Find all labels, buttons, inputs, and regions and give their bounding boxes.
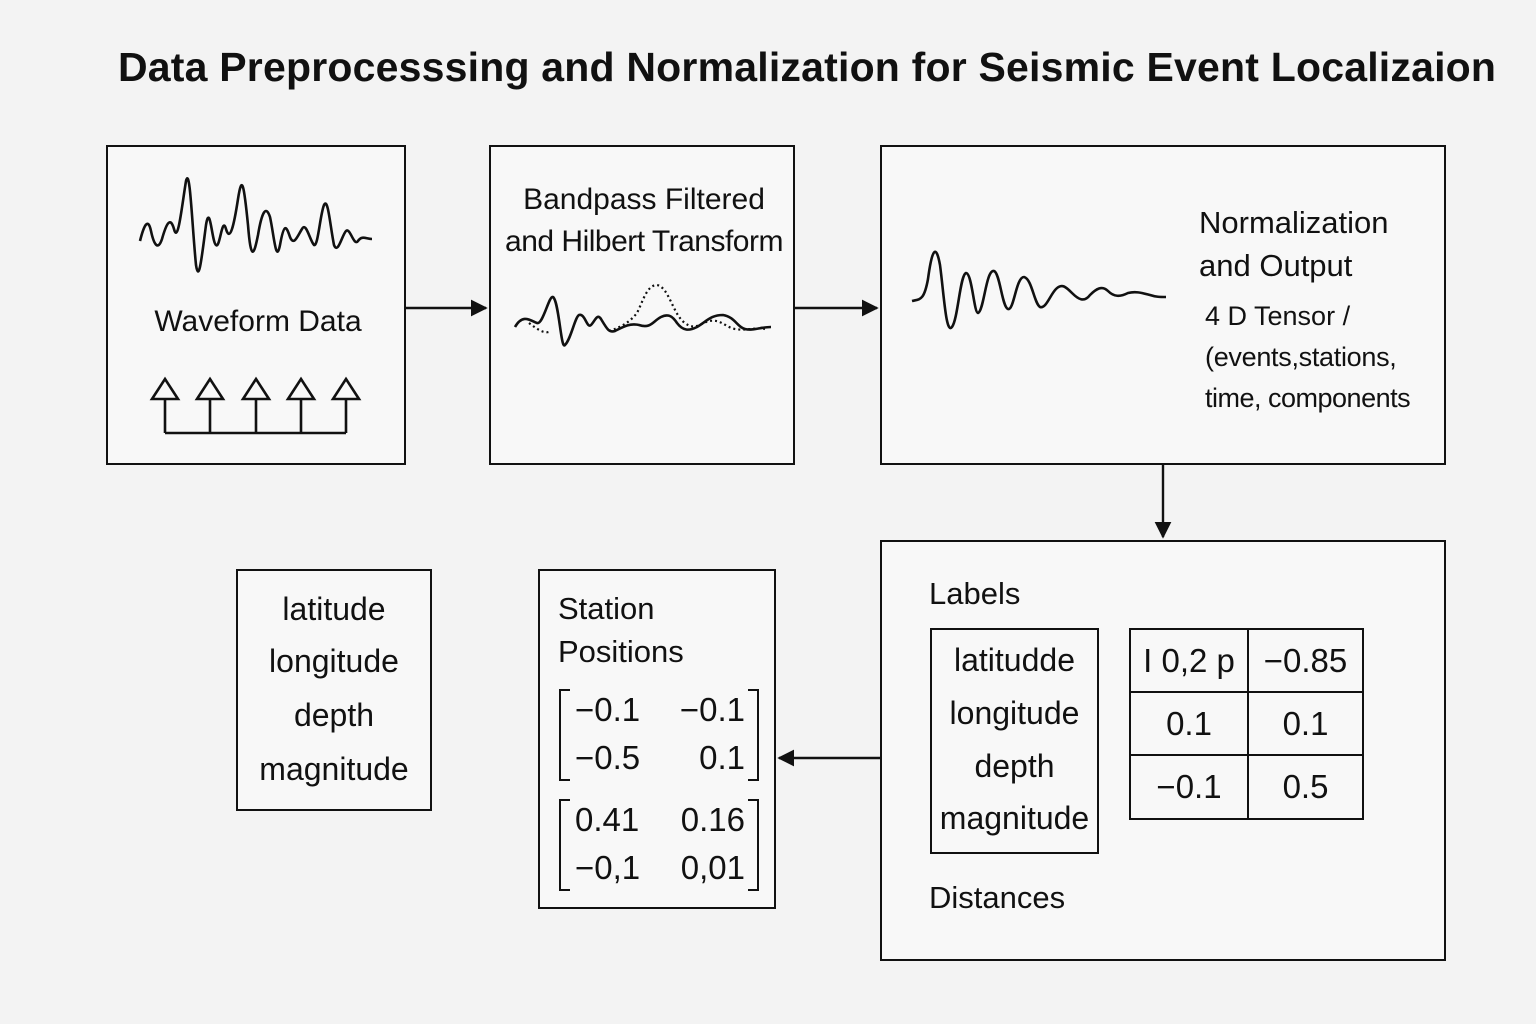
station-matrix-2: 0.41 0.16 −0,1 0,01 (559, 799, 759, 891)
output-field-latitude: latitude (282, 591, 386, 627)
label-field-magnitude: magnitude (939, 800, 1090, 836)
normalization-output-box: Normalization and Output 4 D Tensor / (e… (880, 145, 1446, 465)
matrix-value: −0.1 (679, 691, 745, 728)
output-labels-box: latitude longitude depth magnitude (236, 569, 432, 811)
matrix-value: 0.41 (575, 801, 640, 838)
station-array-icon (149, 376, 362, 435)
bandpass-label-line2: and Hilbert Transform (505, 225, 783, 258)
bandpass-hilbert-box: Bandpass Filtered and Hilbert Transform (489, 145, 795, 465)
output-field-magnitude: magnitude (259, 751, 409, 787)
table-cell: 0.5 (1247, 754, 1364, 820)
matrix-value: −0.1 (575, 691, 641, 728)
tensor-line1: 4 D Tensor / (1205, 301, 1351, 331)
raw-waveform-icon (138, 177, 373, 273)
normalization-label-line2: and Output (1199, 248, 1353, 283)
output-field-depth: depth (293, 697, 375, 733)
station-positions-box: Station Positions −0.1 −0.1 −0.5 0.1 0.4… (538, 569, 776, 909)
label-field-latitude: latitudde (954, 642, 1075, 678)
labels-heading: Labels (929, 576, 1021, 611)
waveform-data-label: Waveform Data (154, 305, 362, 338)
matrix-value: −0,1 (575, 849, 641, 886)
matrix-bracket-left (559, 689, 570, 781)
matrix-bracket-left (559, 799, 570, 891)
distances-label: Distances (929, 880, 1066, 915)
matrix-value: 0.1 (699, 739, 745, 776)
filtered-waveform-icon (513, 283, 772, 347)
table-cell: 0.1 (1247, 691, 1364, 756)
matrix-value: −0.5 (575, 739, 641, 776)
labels-field-list: latitudde longitude depth magnitude (930, 628, 1099, 854)
output-field-longitude: longitude (269, 643, 399, 679)
tensor-line2: (events,stations, (1205, 342, 1397, 372)
tensor-line3: time, components (1205, 383, 1411, 413)
station-heading-line2: Positions (558, 634, 684, 669)
label-field-depth: depth (974, 748, 1055, 784)
station-matrix-1: −0.1 −0.1 −0.5 0.1 (559, 689, 759, 781)
station-heading-line1: Station (558, 591, 655, 626)
matrix-value: 0.16 (680, 801, 745, 838)
matrix-value: 0,01 (680, 849, 745, 886)
label-field-longitude: longitude (949, 695, 1080, 731)
labels-box: Labels latitudde longitude depth magnitu… (880, 540, 1446, 961)
matrix-bracket-right (748, 689, 759, 781)
waveform-data-box: Waveform Data (106, 145, 406, 465)
normalization-label-line1: Normalization (1199, 205, 1389, 240)
diagram-title: Data Preprocesssing and Normalization fo… (118, 44, 1497, 90)
bandpass-label-line1: Bandpass Filtered (523, 183, 765, 216)
matrix-bracket-right (748, 799, 759, 891)
normalized-waveform-icon (911, 250, 1167, 330)
